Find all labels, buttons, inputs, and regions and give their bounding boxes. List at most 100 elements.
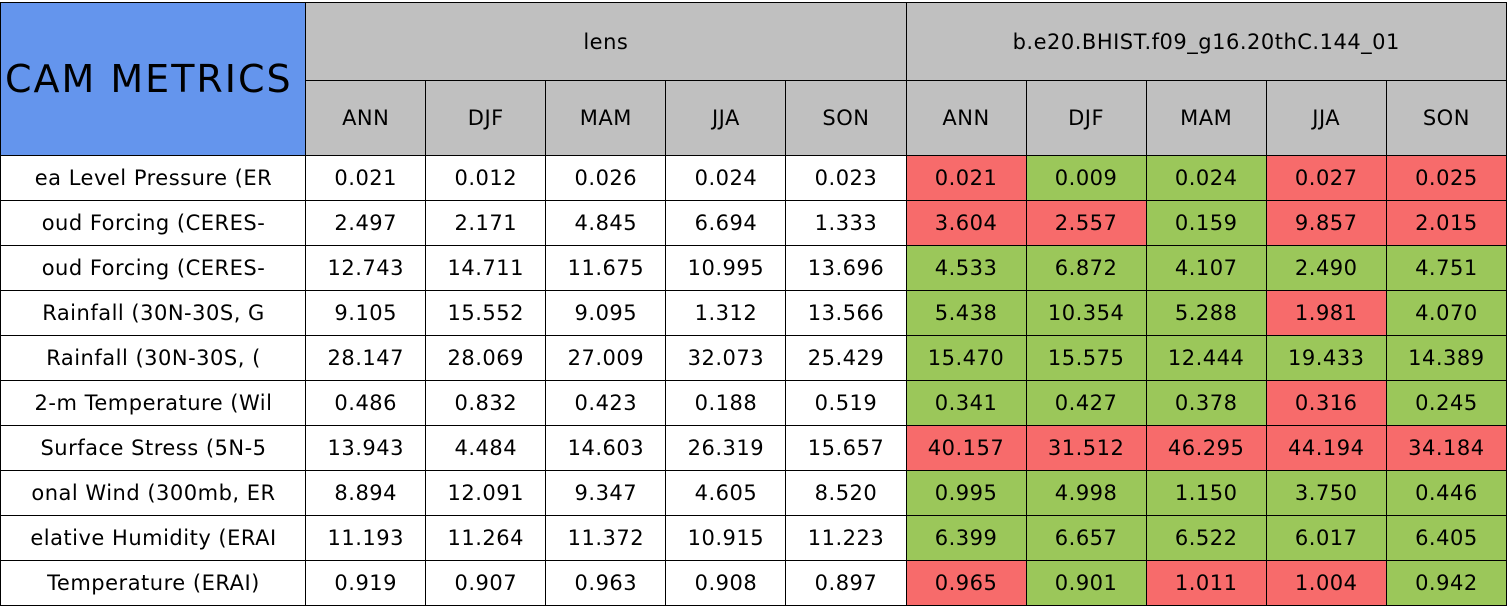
lens-value: 0.907 bbox=[425, 560, 547, 606]
row-label-cell: Rainfall (30N-30S, G bbox=[0, 290, 307, 336]
model-value: 15.470 bbox=[905, 335, 1027, 381]
lens-value: 28.147 bbox=[305, 335, 427, 381]
season-header: SON bbox=[785, 80, 907, 156]
row-label: Rainfall (30N-30S, G bbox=[42, 301, 265, 325]
group-header-row: CAM METRICS lens b.e20.BHIST.f09_g16.20th… bbox=[0, 2, 1507, 156]
lens-value: 1.312 bbox=[665, 290, 787, 336]
row-label-wrap: 2-m Temperature (Wil bbox=[2, 391, 305, 415]
lens-value: 28.069 bbox=[425, 335, 547, 381]
lens-value: 0.832 bbox=[425, 380, 547, 426]
lens-value: 11.675 bbox=[545, 245, 667, 291]
row-label: oud Forcing (CERES- bbox=[41, 211, 266, 235]
lens-value: 0.012 bbox=[425, 155, 547, 201]
lens-value: 11.264 bbox=[425, 515, 547, 561]
data-row: Temperature (ERAI) 0.919 0.907 0.963 0.908 0.… bbox=[0, 560, 1508, 606]
model-value: 6.522 bbox=[1145, 515, 1267, 561]
model-value: 0.245 bbox=[1385, 380, 1508, 426]
model-value: 0.025 bbox=[1385, 155, 1508, 201]
model-value: 5.288 bbox=[1145, 290, 1267, 336]
lens-value: 10.915 bbox=[665, 515, 787, 561]
lens-value: 2.497 bbox=[305, 200, 427, 246]
season-header: MAM bbox=[1145, 80, 1267, 156]
row-label: oud Forcing (CERES- bbox=[41, 256, 266, 280]
lens-value: 27.009 bbox=[545, 335, 667, 381]
data-row: oud Forcing (CERES- 2.497 2.171 4.845 6.694 1… bbox=[0, 200, 1508, 246]
row-label-cell: oud Forcing (CERES- bbox=[0, 200, 307, 246]
row-label-wrap: oud Forcing (CERES- bbox=[2, 256, 305, 280]
lens-value: 15.552 bbox=[425, 290, 547, 336]
group-header: b.e20.BHIST.f09_g16.20thC.144_01 bbox=[905, 2, 1507, 81]
model-value: 6.017 bbox=[1265, 515, 1387, 561]
row-label-wrap: Rainfall (30N-30S, G bbox=[2, 301, 305, 325]
lens-value: 0.423 bbox=[545, 380, 667, 426]
lens-value: 0.897 bbox=[785, 560, 907, 606]
model-value: 0.427 bbox=[1025, 380, 1147, 426]
data-row: elative Humidity (ERAI 11.193 11.264 11.372… bbox=[0, 515, 1508, 561]
model-value: 0.942 bbox=[1385, 560, 1508, 606]
lens-value: 12.743 bbox=[305, 245, 427, 291]
model-value: 0.378 bbox=[1145, 380, 1267, 426]
row-label-wrap: oud Forcing (CERES- bbox=[2, 211, 305, 235]
model-value: 1.981 bbox=[1265, 290, 1387, 336]
model-value: 0.021 bbox=[905, 155, 1027, 201]
model-value: 6.405 bbox=[1385, 515, 1508, 561]
model-value: 4.533 bbox=[905, 245, 1027, 291]
row-label-wrap: Rainfall (30N-30S, ( bbox=[2, 346, 305, 370]
lens-value: 0.026 bbox=[545, 155, 667, 201]
model-value: 6.399 bbox=[905, 515, 1027, 561]
row-label: 2-m Temperature (Wil bbox=[34, 391, 273, 415]
row-label-wrap: Temperature (ERAI) bbox=[2, 571, 305, 595]
model-value: 4.998 bbox=[1025, 470, 1147, 516]
lens-value: 14.711 bbox=[425, 245, 547, 291]
model-value: 34.184 bbox=[1385, 425, 1508, 471]
lens-value: 32.073 bbox=[665, 335, 787, 381]
model-value: 0.995 bbox=[905, 470, 1027, 516]
model-value: 5.438 bbox=[905, 290, 1027, 336]
group-header: lens bbox=[305, 2, 907, 81]
model-value: 0.024 bbox=[1145, 155, 1267, 201]
lens-value: 11.193 bbox=[305, 515, 427, 561]
model-value: 44.194 bbox=[1265, 425, 1387, 471]
model-value: 4.107 bbox=[1145, 245, 1267, 291]
model-value: 15.575 bbox=[1025, 335, 1147, 381]
lens-value: 13.566 bbox=[785, 290, 907, 336]
model-value: 1.150 bbox=[1145, 470, 1267, 516]
lens-value: 12.091 bbox=[425, 470, 547, 516]
lens-value: 2.171 bbox=[425, 200, 547, 246]
data-row: onal Wind (300mb, ER 8.894 12.091 9.347 4.60… bbox=[0, 470, 1508, 516]
lens-value: 26.319 bbox=[665, 425, 787, 471]
lens-value: 0.486 bbox=[305, 380, 427, 426]
model-value: 0.027 bbox=[1265, 155, 1387, 201]
season-header: ANN bbox=[305, 80, 427, 156]
row-label-cell: ea Level Pressure (ER bbox=[0, 155, 307, 201]
data-row: ea Level Pressure (ER 0.021 0.012 0.026 0.02… bbox=[0, 155, 1508, 201]
model-value: 4.751 bbox=[1385, 245, 1508, 291]
row-label-cell: 2-m Temperature (Wil bbox=[0, 380, 307, 426]
model-value: 0.965 bbox=[905, 560, 1027, 606]
row-label-cell: oud Forcing (CERES- bbox=[0, 245, 307, 291]
row-label: Surface Stress (5N-5 bbox=[40, 436, 267, 460]
lens-value: 4.484 bbox=[425, 425, 547, 471]
row-label: Rainfall (30N-30S, ( bbox=[46, 346, 261, 370]
data-row: Surface Stress (5N-5 13.943 4.484 14.603 26.… bbox=[0, 425, 1508, 471]
model-value: 6.872 bbox=[1025, 245, 1147, 291]
lens-value: 0.908 bbox=[665, 560, 787, 606]
lens-value: 15.657 bbox=[785, 425, 907, 471]
lens-value: 0.519 bbox=[785, 380, 907, 426]
model-value: 2.490 bbox=[1265, 245, 1387, 291]
lens-value: 25.429 bbox=[785, 335, 907, 381]
row-label: elative Humidity (ERAI bbox=[30, 526, 277, 550]
model-value: 14.389 bbox=[1385, 335, 1508, 381]
lens-value: 14.603 bbox=[545, 425, 667, 471]
model-value: 2.015 bbox=[1385, 200, 1508, 246]
row-label-cell: Rainfall (30N-30S, ( bbox=[0, 335, 307, 381]
lens-value: 9.347 bbox=[545, 470, 667, 516]
row-label-wrap: Surface Stress (5N-5 bbox=[2, 436, 305, 460]
season-header: MAM bbox=[545, 80, 667, 156]
model-value: 0.901 bbox=[1025, 560, 1147, 606]
lens-value: 0.963 bbox=[545, 560, 667, 606]
model-value: 0.009 bbox=[1025, 155, 1147, 201]
lens-value: 4.845 bbox=[545, 200, 667, 246]
